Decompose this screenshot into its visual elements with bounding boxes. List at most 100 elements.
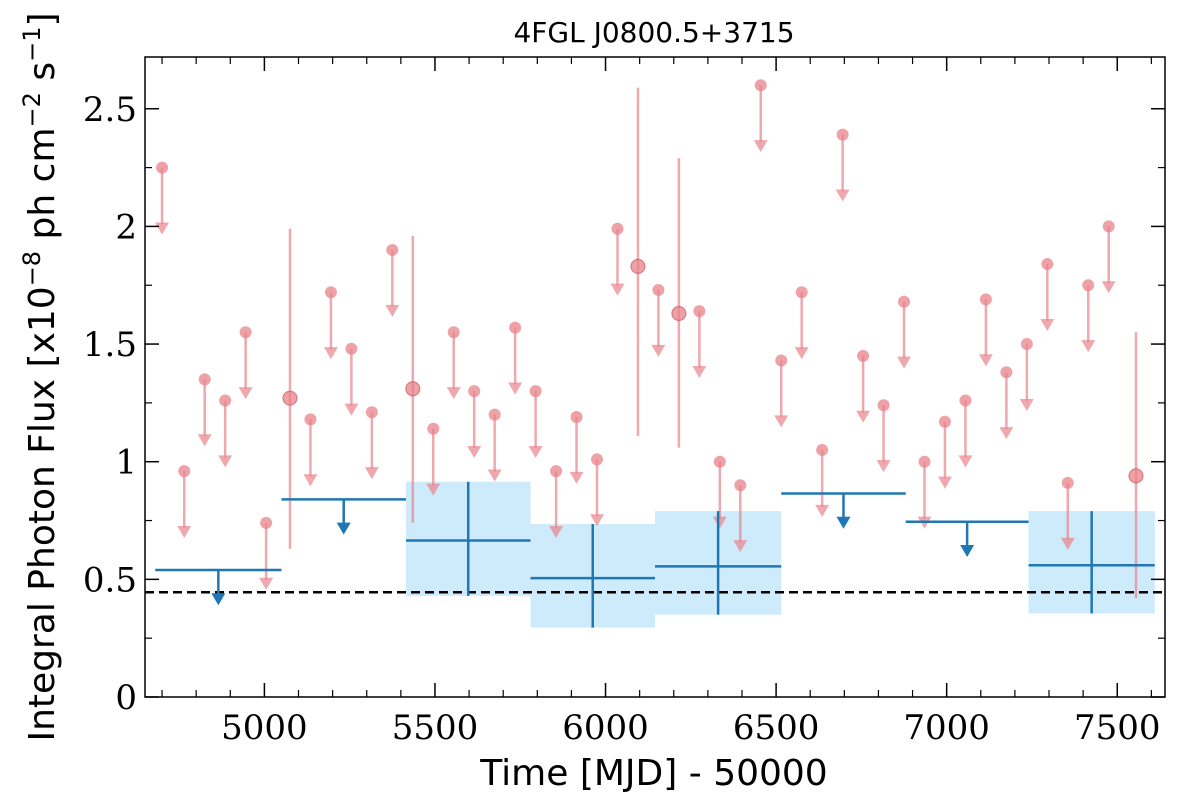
short-bin-upper-limit-point <box>898 295 911 308</box>
short-bin-upper-limit-point <box>529 385 542 398</box>
short-bin-upper-limit-point <box>427 422 440 435</box>
short-bin-arrow-head <box>177 526 192 538</box>
short-bin-arrow-head <box>835 189 850 202</box>
short-bin-upper-limit-point <box>693 305 706 318</box>
short-bin-upper-limit-point <box>938 415 951 428</box>
short-bin-upper-limit-point <box>178 465 191 478</box>
short-bin-upper-limit-point <box>816 443 829 456</box>
short-bin-arrow-head <box>610 283 625 296</box>
x-tick-label: 5000 <box>221 708 308 748</box>
chart-title: 4FGL J0800.5+3715 <box>513 16 794 49</box>
short-bin-arrow-head <box>344 403 359 416</box>
short-bin-upper-limit-point <box>260 516 273 529</box>
short-bin-arrow-head <box>712 516 727 529</box>
y-tick-label: 2 <box>115 207 137 247</box>
short-bin-arrow-head <box>651 344 666 357</box>
short-bin-arrow-head <box>1081 340 1096 353</box>
short-bin-arrow-head <box>978 354 993 367</box>
y-tick-label: 1.5 <box>83 325 137 365</box>
short-bin-upper-limit-point <box>304 413 317 426</box>
short-bin-arrow-head <box>569 471 584 484</box>
short-bin-arrow-head <box>303 474 318 487</box>
short-bin-arrow-head <box>487 469 502 482</box>
short-bin-upper-limit-point <box>979 293 992 306</box>
short-bin-upper-limit-point <box>488 408 501 421</box>
short-bin-upper-limit-point <box>877 399 890 412</box>
x-tick-label: 7000 <box>903 708 990 748</box>
short-bin-arrow-head <box>794 347 809 360</box>
x-tick-label: 5500 <box>392 708 479 748</box>
short-bin-arrow-head <box>446 387 461 400</box>
short-bin-arrow-head <box>323 347 338 360</box>
short-bin-arrow-head <box>1040 318 1055 331</box>
short-bin-arrow-head <box>876 460 891 473</box>
plot-frame <box>144 56 1166 698</box>
short-bin-upper-limit-point <box>345 342 358 355</box>
long-bin-arrow-head <box>836 516 851 529</box>
short-bin-arrow-head <box>1060 537 1075 550</box>
short-bin-arrow-head <box>238 387 253 400</box>
short-bin-upper-limit-point <box>239 326 252 339</box>
short-bin-upper-limit-point <box>468 385 481 398</box>
short-bin-detection-point <box>405 381 421 397</box>
short-bin-upper-limit-point <box>959 394 972 407</box>
short-bin-arrow-head <box>999 427 1014 440</box>
x-tick-label: 7500 <box>1074 708 1161 748</box>
short-bin-arrow-head <box>549 526 564 538</box>
short-bin-upper-limit-point <box>386 243 399 256</box>
short-bin-upper-limit-point <box>156 161 169 174</box>
short-bin-arrow-head <box>385 304 400 317</box>
short-bin-upper-limit-point <box>591 453 604 466</box>
long-bin-arrow-head <box>336 522 351 535</box>
short-bin-arrow-head <box>1019 398 1034 411</box>
short-bin-upper-limit-point <box>570 411 583 423</box>
short-bin-arrow-head <box>733 540 748 553</box>
short-bin-upper-limit-point <box>1061 476 1074 489</box>
short-bin-arrow-head <box>197 434 212 447</box>
y-tick-label: 2.5 <box>83 90 137 130</box>
short-bin-arrow-head <box>218 455 233 468</box>
short-bin-upper-limit-point <box>1041 258 1054 271</box>
short-bin-upper-limit-point <box>611 222 624 235</box>
short-bin-upper-limit-point <box>713 455 726 468</box>
short-bin-arrow-head <box>753 140 768 153</box>
short-bin-upper-limit-point <box>219 394 232 407</box>
short-bin-arrow-head <box>508 382 523 395</box>
y-tick-label: 1 <box>115 443 137 483</box>
short-bin-upper-limit-point <box>652 283 665 296</box>
short-bin-upper-limit-point <box>836 128 849 141</box>
short-bin-upper-limit-point <box>198 373 211 386</box>
short-bin-upper-limit-point <box>1082 279 1095 292</box>
short-bin-upper-limit-point <box>1102 220 1115 233</box>
plot-area <box>145 79 1165 628</box>
short-bin-arrow-head <box>815 504 830 517</box>
y-axis-label: Integral Photon Flux [x10−8 ph cm−2 s−1] <box>18 12 63 741</box>
short-bin-upper-limit-point <box>918 455 931 468</box>
long-bin-arrow-head <box>211 593 226 606</box>
short-bin-upper-limit-point <box>775 354 788 367</box>
short-bin-upper-limit-point <box>324 286 337 299</box>
short-bin-upper-limit-point <box>509 321 522 334</box>
short-bin-arrow-head <box>528 446 543 458</box>
short-bin-arrow-head <box>692 366 707 378</box>
y-tick-label: 0.5 <box>83 560 137 600</box>
short-bin-arrow-head <box>1101 281 1116 294</box>
short-bin-detection-point <box>630 258 646 275</box>
short-bin-upper-limit-point <box>447 326 460 339</box>
short-bin-arrow-head <box>426 483 441 496</box>
short-bin-detection-point <box>671 305 687 322</box>
short-bin-upper-limit-point <box>754 79 767 92</box>
short-bin-upper-limit-point <box>1020 338 1033 351</box>
long-bin-arrow-head <box>960 545 975 557</box>
short-bin-upper-limit-point <box>857 349 870 362</box>
short-bin-upper-limit-point <box>734 479 747 492</box>
short-bin-arrow-head <box>155 222 170 235</box>
short-bin-arrow-head <box>259 577 274 590</box>
short-bin-arrow-head <box>467 446 482 458</box>
short-bin-detection-point <box>282 390 298 406</box>
x-tick-label: 6000 <box>562 708 649 748</box>
short-bin-upper-limit-point <box>1000 366 1013 379</box>
short-bin-arrow-head <box>364 467 379 480</box>
short-bin-arrow-head <box>774 415 789 428</box>
